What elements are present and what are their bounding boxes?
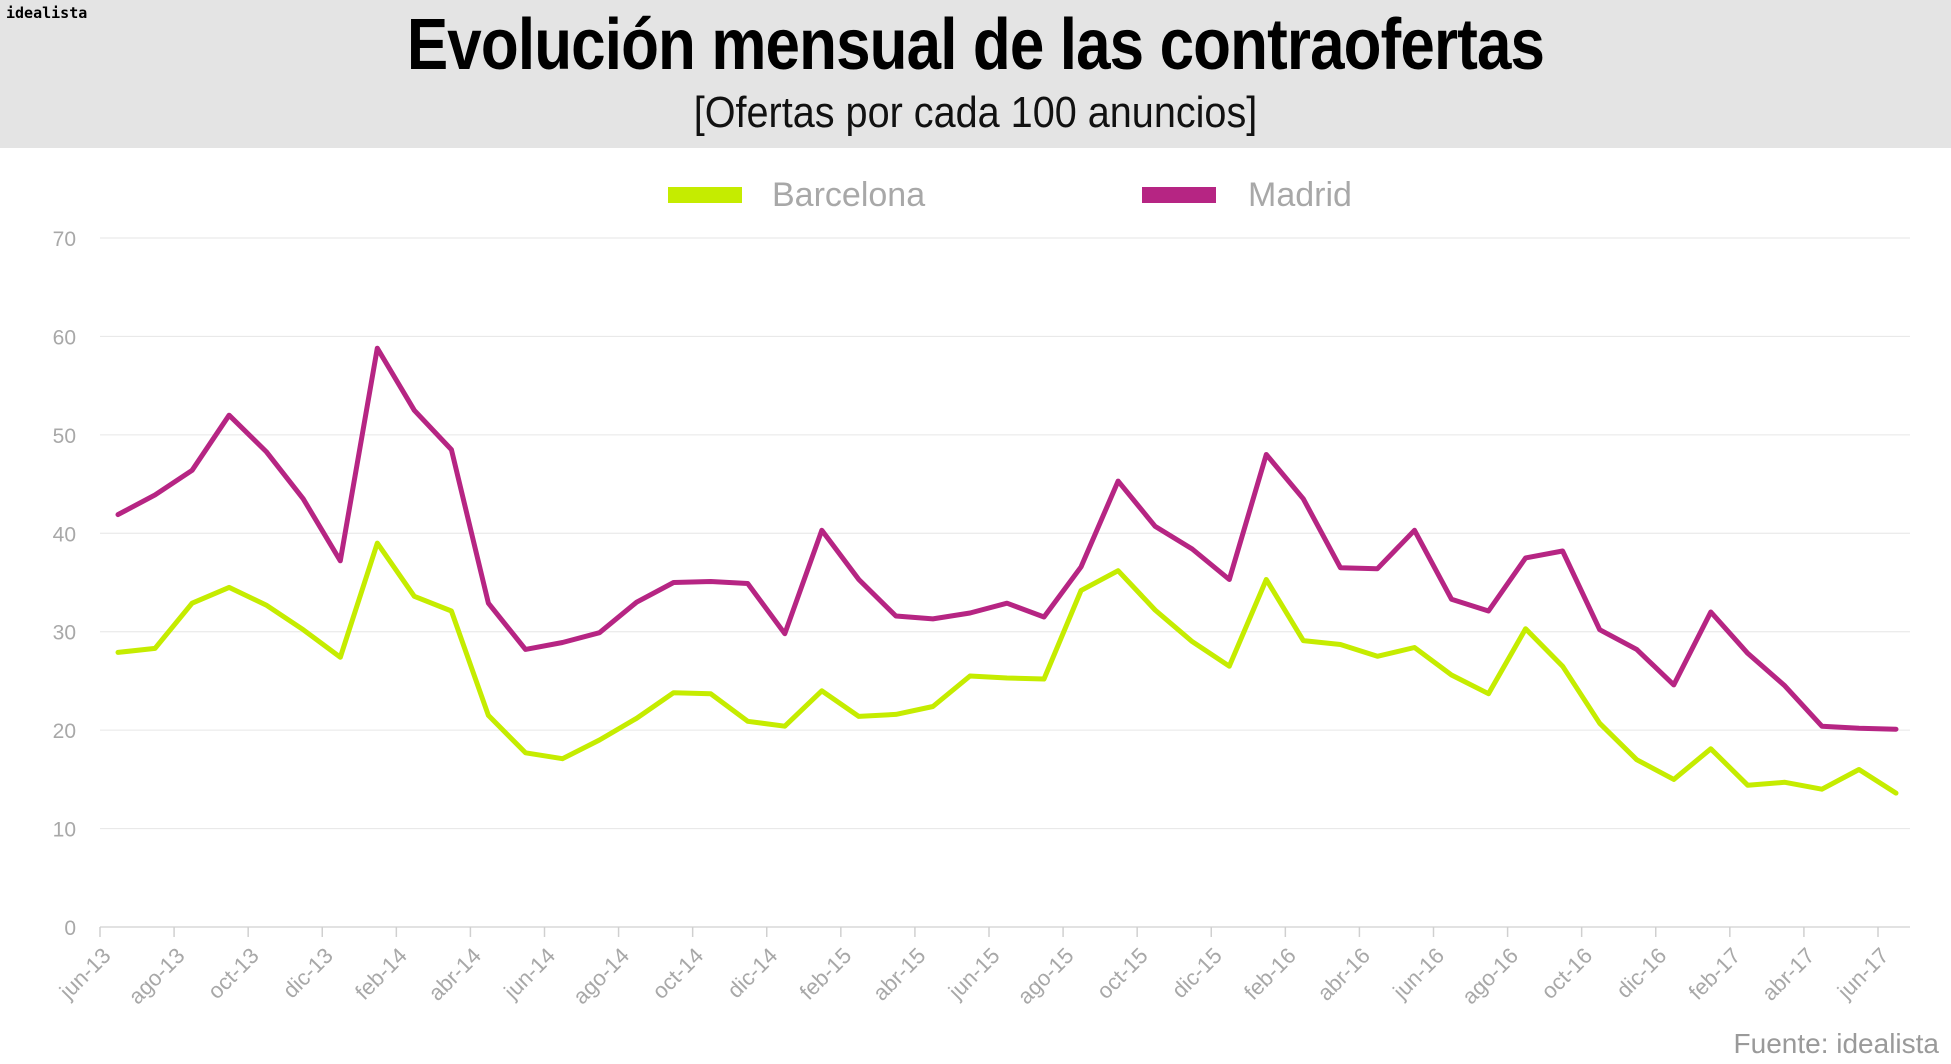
x-tick-label: dic-14 [722,943,782,1003]
source-note: Fuente: idealista [1733,1028,1939,1059]
x-tick-label: feb-15 [795,943,857,1005]
y-tick-label: 20 [53,720,76,743]
y-tick-label: 10 [53,819,76,842]
x-tick-label: jun-16 [1387,943,1449,1005]
x-tick-label: ago-14 [568,943,634,1009]
series-line-barcelona [115,540,1899,796]
y-tick-label: 0 [64,917,76,940]
x-tick-label: ago-16 [1457,943,1523,1009]
legend-swatch-barcelona [668,187,742,203]
x-tick-label: feb-14 [350,943,412,1005]
x-tick-label: abr-17 [1757,943,1820,1006]
legend-label-madrid: Madrid [1248,176,1352,214]
chart-title: Evolución mensual de las contraofertas [406,5,1545,85]
y-tick-label: 50 [53,425,76,448]
x-tick-label: dic-15 [1167,943,1227,1003]
legend-swatch-madrid [1142,187,1216,203]
x-tick-label: abr-16 [1312,943,1375,1006]
x-tick-label: feb-17 [1684,943,1746,1005]
x-tick-label: oct-13 [203,943,264,1004]
y-tick-label: 30 [53,622,76,645]
x-tick-label: ago-15 [1012,943,1078,1009]
x-tick-label: oct-15 [1092,943,1153,1004]
x-tick-label: feb-16 [1239,943,1301,1005]
x-tick-label: abr-15 [868,943,931,1006]
brand-logo: idealista [6,4,88,22]
x-tick-label: ago-13 [123,943,189,1009]
x-tick-label: dic-13 [278,943,338,1003]
x-tick-label: dic-16 [1611,943,1671,1003]
x-tick-label: oct-14 [647,943,708,1004]
title-banner: idealista Evolución mensual de las contr… [0,0,1951,148]
y-tick-label: 70 [53,228,76,251]
x-tick-label: jun-17 [1832,943,1894,1005]
x-tick-label: oct-16 [1536,943,1597,1004]
x-tick-label: jun-15 [943,943,1005,1005]
x-tick-label: jun-13 [54,943,116,1005]
x-tick-label: abr-14 [423,943,486,1006]
legend-label-barcelona: Barcelona [772,176,925,214]
series-line-madrid [115,345,1899,732]
y-tick-label: 40 [53,523,76,546]
x-tick-label: jun-14 [498,943,560,1005]
y-tick-label: 60 [53,326,76,349]
chart-subtitle: [Ofertas por cada 100 anuncios] [693,88,1258,137]
